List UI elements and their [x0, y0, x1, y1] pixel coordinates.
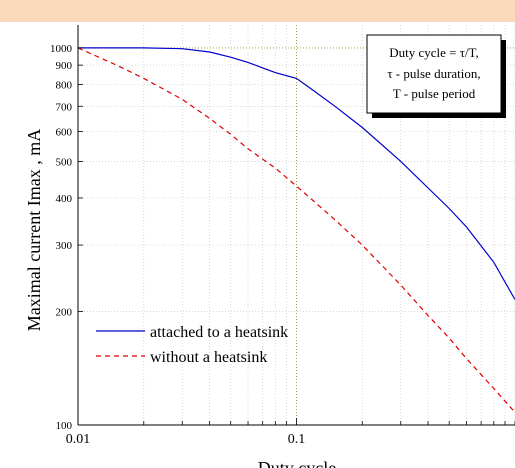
y-tick-label: 800: [56, 79, 73, 91]
y-tick-label: 400: [56, 193, 73, 205]
x-tick-label: 0.01: [66, 432, 91, 447]
annotation-box: Duty cycle = τ/T, τ - pulse duration, T …: [366, 34, 506, 118]
series-layer: [78, 47, 515, 413]
y-axis-label: Maximal current Imax , mA: [24, 129, 44, 331]
x-tick-label: 0.1: [288, 432, 306, 447]
series-line-1: [78, 47, 515, 300]
x-ticks: 0.01 0.1: [66, 418, 515, 447]
annotation-line-1: Duty cycle = τ/T,: [389, 45, 479, 60]
legend: attached to a heatsink without a heatsin…: [96, 324, 288, 366]
y-tick-label: 200: [56, 306, 73, 318]
annotation-frame: [366, 34, 502, 114]
y-tick-label: 900: [56, 60, 73, 72]
y-tick-label: 300: [56, 240, 73, 252]
annotation-line-2: τ - pulse duration,: [387, 66, 480, 81]
y-tick-label: 1000: [50, 43, 73, 55]
y-tick-label: 500: [56, 156, 73, 168]
x-axis-label: Duty cycle: [258, 458, 336, 468]
y-tick-label: 700: [56, 101, 73, 113]
annotation-line-3: T - pulse period: [393, 86, 476, 101]
header-band: [0, 0, 515, 22]
series-line-2: [78, 47, 515, 413]
y-tick-label: 100: [56, 420, 73, 432]
y-ticks: 100 200 300 400 500 600 700 800 900 1000: [50, 43, 83, 432]
legend-label-series-1: attached to a heatsink: [150, 324, 288, 341]
legend-label-series-2: without a heatsink: [150, 349, 267, 366]
y-tick-label: 600: [56, 127, 73, 139]
